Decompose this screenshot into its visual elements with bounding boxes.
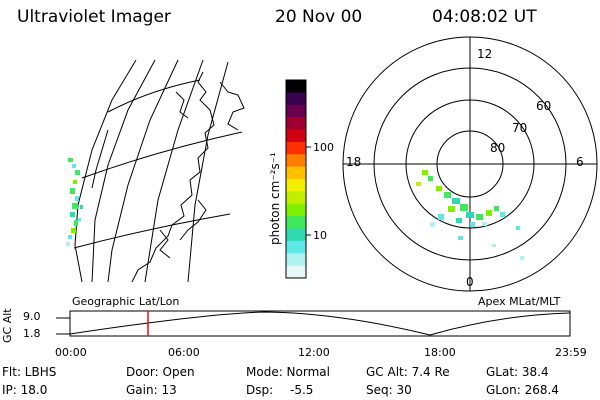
mlt-label-0: 0 — [466, 275, 474, 289]
colorbar-segment — [286, 141, 306, 155]
info-glat: GLat: 38.4 — [486, 365, 549, 379]
colorbar-segment — [286, 92, 306, 106]
altitude-curve — [69, 311, 571, 336]
info-ip: IP: 18.0 — [2, 383, 48, 397]
colorbar-segment — [286, 104, 306, 118]
colorbar-segment — [286, 154, 306, 168]
mlat-label-80: 80 — [490, 141, 505, 155]
info-dsp-label: Dsp: — [246, 383, 274, 397]
info-gc-alt: GC Alt: 7.4 Re — [366, 365, 450, 379]
instrument-title: Ultraviolet Imager — [17, 7, 171, 27]
observation-date: 20 Nov 00 — [275, 7, 363, 27]
map-caption: Geographic Lat/Lon — [72, 295, 180, 308]
colorbar-segment — [286, 203, 306, 217]
colorbar-segment — [286, 240, 306, 254]
altitude-ylabel: GC Alt — [1, 308, 14, 343]
info-glon: GLon: 268.4 — [486, 383, 559, 397]
colorbar-segment — [286, 228, 306, 242]
mlt-label-18: 18 — [346, 155, 361, 169]
polar-caption: Apex MLat/MLT — [478, 295, 561, 308]
colorbar-segment — [286, 216, 306, 230]
colorbar-tick-label-100: 100 — [313, 141, 334, 154]
colorbar-segment — [286, 265, 306, 279]
info-mode: Mode: Normal — [246, 365, 330, 379]
mlt-label-12: 12 — [477, 47, 492, 61]
colorbar-frame — [285, 79, 307, 279]
xtick-0000: 00:00 — [55, 346, 87, 359]
colorbar-tick-label-10: 10 — [313, 229, 327, 242]
observation-time: 04:08:02 UT — [432, 7, 537, 27]
colorbar-segment — [286, 166, 306, 180]
mlt-label-6: 6 — [576, 155, 584, 169]
mlat-label-60: 60 — [536, 99, 551, 113]
colorbar-segment — [286, 80, 306, 93]
polar-plot — [342, 36, 598, 292]
info-dsp-value: -5.5 — [290, 383, 314, 397]
info-seq: Seq: 30 — [366, 383, 412, 397]
xtick-0600: 06:00 — [168, 346, 200, 359]
colorbar-segment — [286, 129, 306, 143]
polar-aurora-emission — [416, 170, 524, 260]
colorbar-segment — [286, 191, 306, 205]
geographic-map — [73, 59, 245, 283]
xtick-2359: 23:59 — [555, 346, 587, 359]
altitude-strip — [56, 310, 571, 337]
xtick-1800: 18:00 — [424, 346, 456, 359]
mlat-label-70: 70 — [512, 121, 527, 135]
colorbar-segment — [286, 253, 306, 267]
altitude-ytick-bottom: 1.8 — [23, 327, 41, 340]
xtick-1200: 12:00 — [298, 346, 330, 359]
colorbar-segment — [286, 179, 306, 192]
altitude-ytick-top: 9.0 — [23, 310, 41, 323]
colorbar-unit-label: photon cm⁻²s⁻¹ — [268, 152, 282, 245]
info-door: Door: Open — [126, 365, 195, 379]
colorbar-segment — [286, 117, 306, 131]
info-gain: Gain: 13 — [126, 383, 177, 397]
info-filter: Flt: LBHS — [2, 365, 57, 379]
colorbar — [286, 80, 306, 279]
map-aurora-emission — [66, 158, 83, 246]
